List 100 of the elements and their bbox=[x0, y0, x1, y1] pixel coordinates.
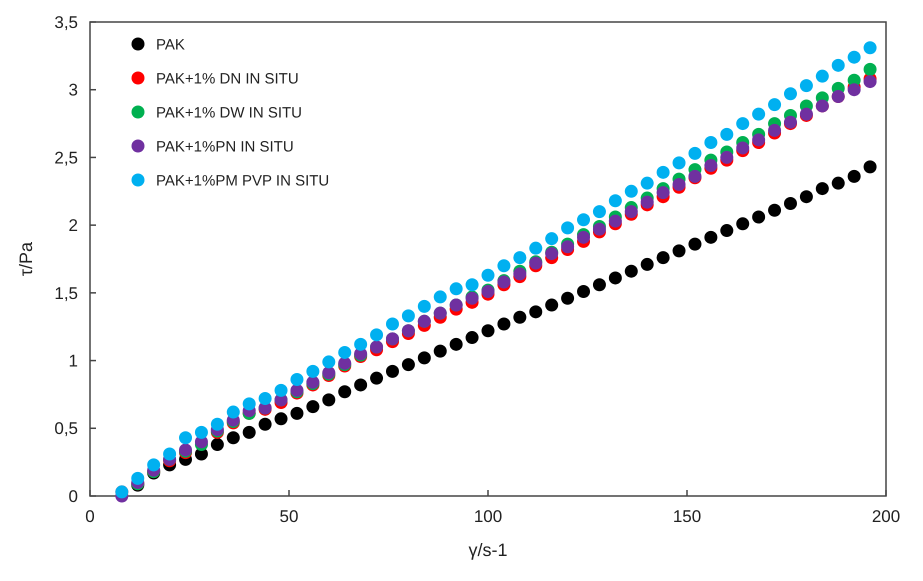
point bbox=[720, 150, 734, 164]
point bbox=[482, 268, 494, 282]
point bbox=[608, 214, 622, 228]
point bbox=[656, 186, 670, 200]
point bbox=[704, 136, 718, 150]
y-tick-label: 1,5 bbox=[54, 284, 78, 303]
point bbox=[864, 160, 877, 174]
point bbox=[752, 133, 766, 146]
point bbox=[688, 238, 702, 251]
point bbox=[513, 310, 526, 324]
point bbox=[640, 196, 654, 209]
point bbox=[768, 204, 782, 217]
point bbox=[210, 418, 224, 431]
point bbox=[752, 210, 766, 224]
point bbox=[736, 217, 750, 230]
point bbox=[864, 75, 877, 88]
y-tick-label: 2,5 bbox=[54, 148, 78, 168]
point bbox=[497, 259, 510, 272]
point bbox=[720, 128, 734, 141]
point bbox=[656, 251, 670, 264]
y-tick-label: 0,5 bbox=[54, 419, 78, 438]
point bbox=[577, 230, 590, 244]
point bbox=[640, 258, 654, 271]
point bbox=[210, 438, 224, 452]
point bbox=[752, 108, 766, 121]
x-tick-label: 0 bbox=[85, 507, 95, 526]
point bbox=[640, 176, 654, 190]
point bbox=[370, 328, 384, 342]
point bbox=[386, 318, 399, 330]
point bbox=[624, 205, 638, 218]
point bbox=[608, 194, 622, 208]
legend-label: PAK bbox=[156, 36, 185, 54]
y-tick-label: 1 bbox=[68, 352, 78, 371]
point bbox=[592, 278, 606, 292]
point bbox=[800, 79, 813, 92]
point bbox=[290, 406, 304, 420]
point bbox=[816, 182, 829, 196]
point bbox=[704, 230, 718, 244]
x-tick-label: 200 bbox=[872, 507, 900, 526]
y-tick-label: 3 bbox=[68, 80, 78, 100]
point bbox=[561, 240, 574, 254]
point bbox=[736, 117, 750, 130]
y-tick-label: 0 bbox=[68, 486, 78, 506]
point bbox=[226, 406, 240, 419]
point bbox=[672, 178, 686, 191]
point bbox=[800, 190, 813, 204]
point bbox=[338, 385, 352, 398]
point bbox=[450, 282, 463, 296]
point bbox=[418, 351, 431, 364]
point bbox=[608, 271, 622, 284]
point bbox=[163, 448, 176, 461]
point bbox=[402, 358, 415, 372]
point bbox=[482, 324, 494, 338]
y-axis-title: τ/Pa bbox=[16, 240, 36, 276]
point bbox=[832, 58, 845, 72]
point bbox=[672, 244, 686, 258]
point bbox=[466, 331, 479, 344]
point bbox=[688, 146, 702, 160]
point bbox=[577, 213, 590, 226]
point bbox=[497, 318, 510, 330]
point bbox=[592, 222, 606, 236]
point bbox=[322, 355, 336, 368]
point bbox=[720, 224, 734, 238]
point bbox=[592, 205, 606, 218]
point bbox=[545, 232, 558, 246]
point bbox=[386, 364, 399, 378]
point bbox=[147, 458, 160, 472]
point bbox=[848, 50, 861, 64]
legend-label: PAK+1%PM PVP IN SITU bbox=[156, 172, 330, 190]
point bbox=[354, 378, 368, 392]
point bbox=[832, 176, 845, 190]
point bbox=[816, 70, 829, 83]
x-tick-label: 100 bbox=[474, 507, 502, 526]
point bbox=[354, 338, 368, 351]
point bbox=[768, 124, 782, 137]
point bbox=[434, 290, 447, 304]
point bbox=[513, 267, 526, 280]
point bbox=[545, 298, 558, 312]
point bbox=[194, 426, 208, 439]
point bbox=[624, 184, 638, 198]
point bbox=[561, 292, 574, 305]
x-tick-label: 150 bbox=[672, 507, 702, 526]
point bbox=[704, 159, 718, 172]
point bbox=[226, 431, 240, 444]
point bbox=[736, 141, 750, 154]
point bbox=[848, 83, 861, 96]
point bbox=[322, 393, 336, 406]
point bbox=[529, 305, 542, 318]
legend-label: PAK+1% DW IN SITU bbox=[156, 104, 302, 122]
point bbox=[561, 221, 574, 234]
point bbox=[131, 472, 144, 485]
x-axis-title: γ/s-1 bbox=[468, 540, 508, 560]
point bbox=[306, 364, 320, 378]
y-tick-label: 2 bbox=[68, 216, 78, 236]
point bbox=[434, 344, 447, 358]
point bbox=[466, 278, 479, 292]
point bbox=[672, 156, 686, 170]
point bbox=[624, 264, 638, 278]
point bbox=[242, 397, 256, 410]
point bbox=[848, 170, 861, 183]
